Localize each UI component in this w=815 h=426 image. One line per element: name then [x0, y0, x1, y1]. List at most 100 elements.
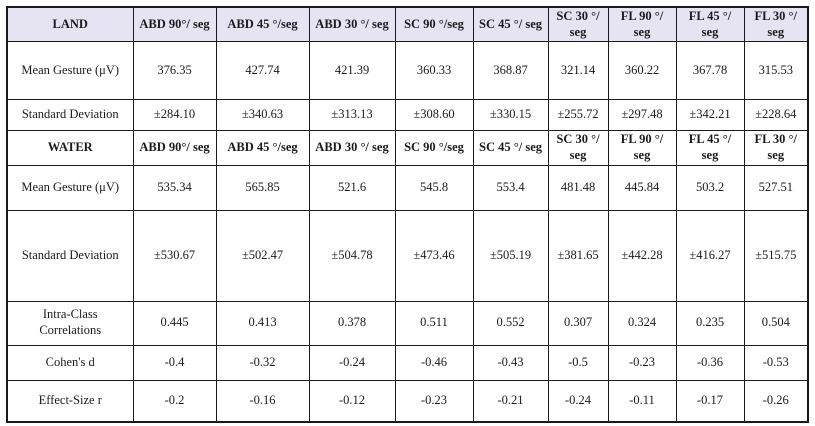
value-cell: 321.14: [547, 41, 609, 101]
value-cell: -0.32: [215, 344, 310, 381]
value-cell: 527.51: [743, 164, 809, 211]
value-cell: ±340.63: [215, 99, 310, 132]
value-cell: -0.4: [132, 344, 217, 381]
row-label: Cohen's d: [6, 344, 134, 381]
value-cell: 368.87: [472, 41, 549, 101]
value-cell: 427.74: [215, 41, 310, 101]
row-label: Standard Deviation: [6, 209, 134, 302]
value-cell: ±255.72: [547, 99, 609, 132]
land-mean-row: Mean Gesture (μV) 376.35 427.74 421.39 3…: [6, 41, 809, 101]
value-cell: -0.16: [215, 379, 310, 423]
value-cell: 0.552: [472, 300, 549, 346]
value-cell: ±416.27: [675, 209, 745, 302]
value-cell: 376.35: [132, 41, 217, 101]
value-cell: ±228.64: [743, 99, 809, 132]
emg-statistics-table: LAND ABD 90°/ seg ABD 45 °/seg ABD 30 °/…: [6, 6, 809, 423]
value-cell: ±530.67: [132, 209, 217, 302]
value-cell: 565.85: [215, 164, 310, 211]
value-cell: 481.48: [547, 164, 609, 211]
column-header-fl90: FL 90 °/ seg: [607, 130, 677, 166]
value-cell: 0.378: [308, 300, 396, 346]
column-header-abd30: ABD 30 °/ seg: [308, 130, 396, 166]
value-cell: -0.17: [675, 379, 745, 423]
column-header-fl45: FL 45 °/ seg: [675, 130, 745, 166]
column-header-abd90: ABD 90°/ seg: [132, 130, 217, 166]
value-cell: -0.23: [607, 344, 677, 381]
value-cell: ±504.78: [308, 209, 396, 302]
water-mean-row: Mean Gesture (μV) 535.34 565.85 521.6 54…: [6, 164, 809, 211]
value-cell: -0.24: [547, 379, 609, 423]
column-header-sc90: SC 90 °/seg: [394, 6, 474, 43]
column-header-sc30: SC 30 °/ seg: [547, 6, 609, 43]
value-cell: 0.445: [132, 300, 217, 346]
row-label: Mean Gesture (μV): [6, 164, 134, 211]
value-cell: ±308.60: [394, 99, 474, 132]
value-cell: 0.307: [547, 300, 609, 346]
column-header-abd45: ABD 45 °/seg: [215, 130, 310, 166]
value-cell: -0.46: [394, 344, 474, 381]
column-header-abd90: ABD 90°/ seg: [132, 6, 217, 43]
value-cell: ±297.48: [607, 99, 677, 132]
value-cell: 503.2: [675, 164, 745, 211]
column-header-fl45: FL 45 °/ seg: [675, 6, 745, 43]
value-cell: 553.4: [472, 164, 549, 211]
value-cell: ±330.15: [472, 99, 549, 132]
column-header-sc90: SC 90 °/seg: [394, 130, 474, 166]
value-cell: ±515.75: [743, 209, 809, 302]
value-cell: -0.2: [132, 379, 217, 423]
row-label: Mean Gesture (μV): [6, 41, 134, 101]
cohens-d-row: Cohen's d -0.4 -0.32 -0.24 -0.46 -0.43 -…: [6, 344, 809, 381]
value-cell: 535.34: [132, 164, 217, 211]
value-cell: ±284.10: [132, 99, 217, 132]
land-sd-row: Standard Deviation ±284.10 ±340.63 ±313.…: [6, 99, 809, 132]
value-cell: 360.33: [394, 41, 474, 101]
water-header-row: WATER ABD 90°/ seg ABD 45 °/seg ABD 30 °…: [6, 130, 809, 166]
land-header-row: LAND ABD 90°/ seg ABD 45 °/seg ABD 30 °/…: [6, 6, 809, 43]
icc-row: Intra-Class Correlations 0.445 0.413 0.3…: [6, 300, 809, 346]
value-cell: 0.324: [607, 300, 677, 346]
water-section-title: WATER: [6, 130, 134, 166]
value-cell: 445.84: [607, 164, 677, 211]
column-header-abd45: ABD 45 °/seg: [215, 6, 310, 43]
value-cell: -0.11: [607, 379, 677, 423]
value-cell: -0.24: [308, 344, 396, 381]
column-header-fl30: FL 30 °/ seg: [743, 130, 809, 166]
column-header-sc30: SC 30 °/ seg: [547, 130, 609, 166]
row-label: Intra-Class Correlations: [6, 300, 134, 346]
value-cell: ±442.28: [607, 209, 677, 302]
row-label: Effect-Size r: [6, 379, 134, 423]
column-header-sc45: SC 45 °/ seg: [472, 130, 549, 166]
value-cell: ±473.46: [394, 209, 474, 302]
column-header-fl90: FL 90 °/ seg: [607, 6, 677, 43]
value-cell: -0.5: [547, 344, 609, 381]
row-label: Standard Deviation: [6, 99, 134, 132]
value-cell: 0.235: [675, 300, 745, 346]
value-cell: -0.26: [743, 379, 809, 423]
value-cell: -0.53: [743, 344, 809, 381]
value-cell: 360.22: [607, 41, 677, 101]
value-cell: 545.8: [394, 164, 474, 211]
value-cell: ±502.47: [215, 209, 310, 302]
value-cell: -0.23: [394, 379, 474, 423]
column-header-fl30: FL 30 °/ seg: [743, 6, 809, 43]
column-header-sc45: SC 45 °/ seg: [472, 6, 549, 43]
effect-size-row: Effect-Size r -0.2 -0.16 -0.12 -0.23 -0.…: [6, 379, 809, 423]
value-cell: 421.39: [308, 41, 396, 101]
column-header-abd30: ABD 30 °/ seg: [308, 6, 396, 43]
value-cell: ±313.13: [308, 99, 396, 132]
value-cell: -0.36: [675, 344, 745, 381]
value-cell: -0.43: [472, 344, 549, 381]
value-cell: 0.511: [394, 300, 474, 346]
value-cell: 0.504: [743, 300, 809, 346]
value-cell: 521.6: [308, 164, 396, 211]
value-cell: 0.413: [215, 300, 310, 346]
value-cell: -0.21: [472, 379, 549, 423]
value-cell: ±342.21: [675, 99, 745, 132]
water-sd-row: Standard Deviation ±530.67 ±502.47 ±504.…: [6, 209, 809, 302]
value-cell: ±381.65: [547, 209, 609, 302]
land-section-title: LAND: [6, 6, 134, 43]
value-cell: 367.78: [675, 41, 745, 101]
value-cell: 315.53: [743, 41, 809, 101]
value-cell: -0.12: [308, 379, 396, 423]
value-cell: ±505.19: [472, 209, 549, 302]
